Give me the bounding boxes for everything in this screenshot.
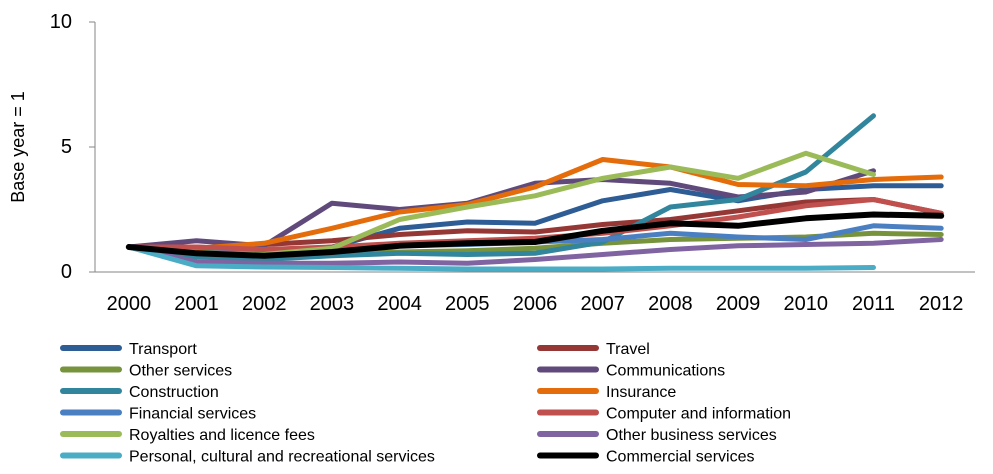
x-tick-label: 2003 [310, 293, 355, 315]
x-tick-label: 2011 [852, 293, 895, 315]
x-tick-label: 2009 [716, 293, 761, 315]
y-tick-label: 5 [61, 136, 72, 158]
legend-item: Commercial services [537, 449, 754, 466]
legend-label: Communications [606, 363, 725, 380]
legend-label: Computer and information [606, 406, 791, 423]
x-tick-label: 2008 [648, 293, 693, 315]
legend-label: Other business services [606, 427, 777, 444]
x-tick-label: 2005 [445, 293, 490, 315]
legend-item: Transport [60, 341, 197, 358]
x-tick-label: 2010 [784, 293, 829, 315]
x-tick-label: 2006 [513, 293, 558, 315]
x-tick-label: 2002 [242, 293, 287, 315]
x-tick-label: 2004 [377, 293, 422, 315]
y-axis-label: Base year = 1 [8, 91, 28, 203]
legend-item: Travel [537, 341, 650, 358]
y-tick-label: 0 [61, 261, 72, 283]
series-line-insurance [126, 157, 944, 251]
legend-label: Insurance [606, 384, 676, 401]
x-tick-label: 2012 [919, 293, 964, 315]
series-line-personal-cultural-and-recreational-services [126, 244, 876, 272]
legend-item: Financial services [60, 406, 256, 423]
series-line-computer-and-information [126, 197, 944, 252]
legend: Transport Travel Other services Communicati… [60, 341, 791, 466]
legend-label: Transport [129, 341, 197, 358]
series-line-other-business-services [126, 237, 944, 266]
legend-label: Travel [606, 341, 650, 358]
legend-label: Royalties and licence fees [129, 427, 315, 444]
legend-item: Other business services [537, 427, 777, 444]
y-tick-label: 10 [50, 11, 72, 33]
legend-item: Construction [60, 384, 219, 401]
legend-item: Royalties and licence fees [60, 427, 315, 444]
x-tick-label: 2000 [107, 293, 152, 315]
legend-item: Other services [60, 363, 232, 380]
x-tick-label: 2007 [580, 293, 625, 315]
legend-item: Insurance [537, 384, 676, 401]
series-line-commercial-services [125, 211, 945, 259]
legend-label: Construction [129, 384, 219, 401]
legend-item: Personal, cultural and recreational serv… [60, 449, 435, 466]
legend-label: Other services [129, 363, 232, 380]
x-tick-label: 2001 [174, 293, 219, 315]
legend-label: Personal, cultural and recreational serv… [129, 449, 435, 466]
y-axis-label-group: Base year = 1 [8, 91, 28, 203]
series-line-construction [126, 113, 876, 262]
legend-label: Commercial services [606, 449, 754, 466]
legend-item: Computer and information [537, 406, 791, 423]
legend-item: Communications [537, 363, 725, 380]
legend-label: Financial services [129, 406, 256, 423]
